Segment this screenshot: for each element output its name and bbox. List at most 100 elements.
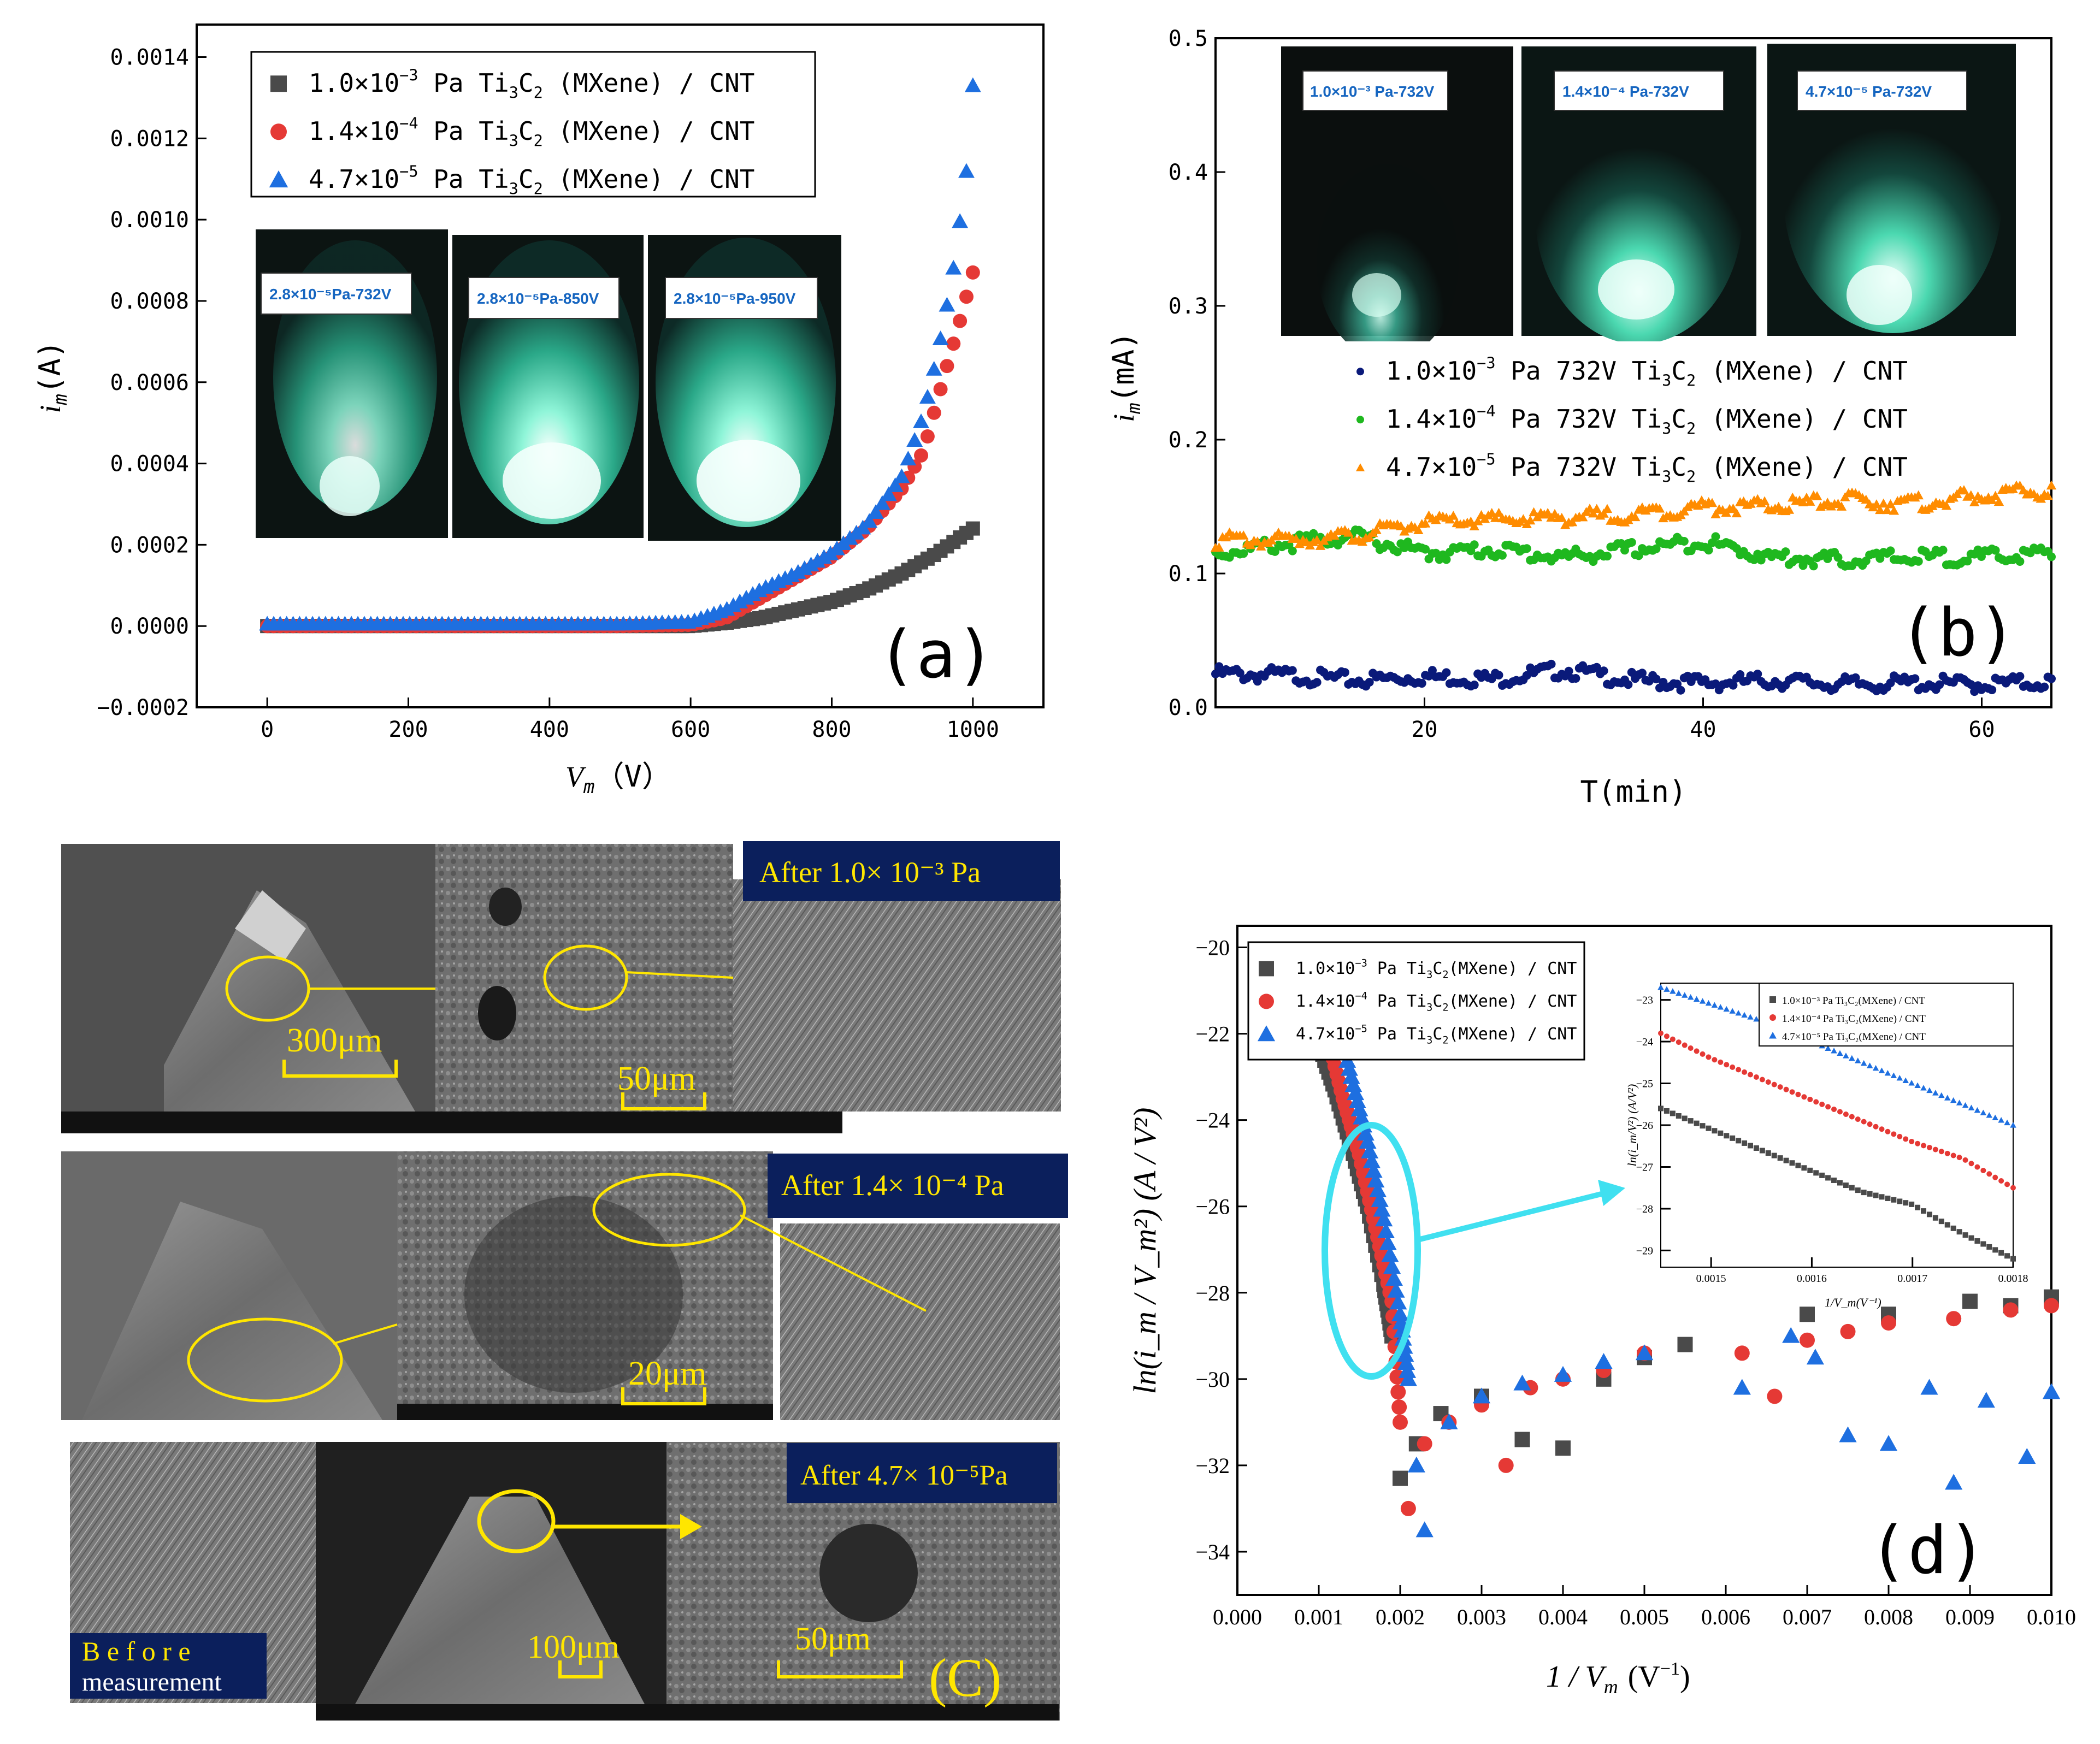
series-3-point bbox=[1731, 508, 1742, 518]
inset-series-3-point bbox=[1676, 990, 1682, 996]
inset-series-1-point bbox=[1789, 1160, 1795, 1166]
panel-d-chart: −20−22−24−26−28−30−32−34 0.000 0.001 0.002… bbox=[1127, 925, 2076, 1698]
legend-d-2-text: 1.4×10−4 Pa Ti3C2(MXene) / CNT bbox=[1296, 991, 1577, 1014]
a-xvar: V bbox=[565, 760, 587, 793]
inset-series-1-point bbox=[1903, 1200, 1909, 1206]
a-xsub: m bbox=[583, 776, 594, 798]
series-2-point bbox=[1991, 546, 2000, 555]
y-tick-label: −20 bbox=[1195, 936, 1230, 960]
series-3-point bbox=[906, 432, 923, 447]
panel-b-label: (b) bbox=[1898, 595, 2017, 671]
series-3-point bbox=[952, 213, 969, 228]
inset-series-2-point bbox=[1974, 1164, 1980, 1170]
series-2-point bbox=[1391, 1399, 1407, 1415]
inset-series-2-point bbox=[1664, 1033, 1670, 1039]
series-1-point bbox=[1651, 675, 1661, 684]
inset-series-2-point bbox=[1783, 1086, 1789, 1092]
series-3-point bbox=[1448, 511, 1459, 520]
series-1-point bbox=[1442, 668, 1451, 677]
a-xunit: （V） bbox=[594, 759, 671, 794]
series-2-point bbox=[1421, 545, 1430, 554]
panel-d-y-ticks: −20 −22 −24 −26 −28 −30 −32 −34 bbox=[1195, 936, 1247, 1564]
inset-series-2-point bbox=[1938, 1149, 1944, 1155]
inset-series-2-point bbox=[1944, 1150, 1950, 1156]
inset-series-1-point bbox=[1998, 1250, 2004, 1256]
series-2-point bbox=[1522, 544, 1531, 553]
series-2-point bbox=[1470, 540, 1479, 549]
series-1-point bbox=[1571, 674, 1580, 683]
panel-d-arrow-head bbox=[1598, 1180, 1625, 1206]
legend-b-2-text-part: 3 bbox=[1662, 420, 1671, 438]
x-tick-label: 400 bbox=[530, 717, 569, 742]
inset-series-1-point bbox=[1712, 1128, 1718, 1134]
series-3-point bbox=[1353, 1108, 1371, 1125]
inset-series-2-point bbox=[1813, 1099, 1819, 1105]
series-2-point bbox=[959, 289, 974, 304]
legend-a-1-text: 1.0×10−3 Pa Ti3C2 (MXene) / CNT bbox=[309, 66, 754, 102]
y-tick-label: −32 bbox=[1195, 1453, 1230, 1478]
series-3-point bbox=[1993, 496, 2004, 506]
sem-row-3-circle bbox=[477, 1489, 556, 1553]
inset-series-1-point bbox=[1688, 1118, 1694, 1124]
legend-d-1-text-part: (MXene) / CNT bbox=[1449, 959, 1577, 978]
x-tick-label: 0.006 bbox=[1701, 1605, 1750, 1629]
legend-a-3-text-part: 4.7×10 bbox=[309, 164, 399, 194]
y-tick-label: 0.0002 bbox=[110, 533, 190, 558]
series-3-point bbox=[1389, 1293, 1407, 1310]
inset-series-2-point bbox=[1742, 1069, 1748, 1075]
series-2-point bbox=[1417, 1436, 1432, 1452]
legend-d-1-text-part: 1.0×10 bbox=[1296, 959, 1355, 978]
inset-series-2-point bbox=[1956, 1155, 1962, 1161]
x-tick-label: 200 bbox=[388, 717, 428, 742]
series-1-point bbox=[965, 521, 980, 536]
inset-series-1-point bbox=[1885, 1196, 1891, 1202]
series-1-point bbox=[1966, 680, 1975, 689]
inset-legend-1-text: 1.0×10⁻³ Pa Ti₃C₂(MXene) / CNT bbox=[1782, 995, 1925, 1007]
series-2-point bbox=[1840, 1323, 1856, 1339]
sem-row-2: 20μm After 1.4× 10⁻⁴ Pa bbox=[61, 1151, 1068, 1420]
series-2-point bbox=[914, 448, 929, 463]
legend-a-1-text-part: (MXene) / CNT bbox=[543, 68, 755, 98]
sem-row-2-caption: After 1.4× 10⁻⁴ Pa bbox=[781, 1169, 1004, 1202]
inset-series-3-point bbox=[1980, 1109, 1987, 1115]
series-1-point bbox=[1417, 679, 1426, 688]
series-3-point bbox=[1966, 490, 1976, 500]
inset-series-3-point bbox=[1998, 1117, 2004, 1123]
inset-series-1-point bbox=[1915, 1204, 1921, 1210]
inset-series-2-point bbox=[1950, 1152, 1956, 1158]
legend-b-1-marker bbox=[1356, 368, 1364, 376]
series-2-point bbox=[1963, 557, 1972, 566]
series-3-point bbox=[1782, 1327, 1800, 1343]
legend-a-3-text: 4.7×10−5 Pa Ti3C2 (MXene) / CNT bbox=[309, 162, 754, 198]
sem-row-1-circle-b bbox=[543, 944, 628, 1011]
panel-d-x-ticks: 0.000 0.001 0.002 0.003 0.004 0.005 0.006 0.007… bbox=[1213, 1585, 2076, 1629]
series-3-point bbox=[1373, 1201, 1391, 1217]
panel-a-x-axis-title: Vm（V） bbox=[565, 759, 671, 798]
series-3-point bbox=[1977, 1392, 1995, 1408]
inset-photo-a1: 2.8×10⁻⁵Pa-732V bbox=[256, 229, 448, 538]
series-2-point bbox=[1634, 551, 1643, 560]
inset-series-3-point bbox=[1962, 1102, 1969, 1108]
inset-photo-b1: 1.0×10⁻³ Pa-732V bbox=[1281, 46, 1513, 360]
y-tick-label: −29 bbox=[1636, 1245, 1653, 1257]
x-tick-label: 600 bbox=[671, 717, 710, 742]
series-3-point bbox=[1707, 498, 1718, 507]
series-2-point bbox=[927, 405, 941, 420]
d-xpre: 1 / V bbox=[1546, 1660, 1607, 1694]
series-3-point bbox=[789, 564, 806, 579]
series-1-point bbox=[1962, 1293, 1978, 1309]
series-1-point bbox=[1253, 677, 1262, 686]
x-tick-label: 0.0018 bbox=[1998, 1273, 2028, 1285]
legend-a-3-text-part: 3 bbox=[509, 180, 518, 198]
inset-photo-b3: 4.7×10⁻⁵ Pa-732V bbox=[1767, 44, 2016, 336]
inset-series-2-point bbox=[1861, 1119, 1867, 1125]
inset-series-2-point bbox=[1903, 1136, 1909, 1142]
legend-b-1-text-part: (MXene) / CNT bbox=[1696, 356, 1908, 386]
panel-b-y-axis-title: im(mA) bbox=[1106, 332, 1145, 422]
y-tick-label: −25 bbox=[1636, 1078, 1653, 1090]
sem-row-1-scale-b: 50μm bbox=[617, 1060, 695, 1097]
series-2-point bbox=[2047, 552, 2056, 561]
series-2-point bbox=[1497, 551, 1507, 560]
inset-series-1-point bbox=[1759, 1148, 1765, 1154]
x-tick-label: 0.010 bbox=[2027, 1605, 2076, 1629]
